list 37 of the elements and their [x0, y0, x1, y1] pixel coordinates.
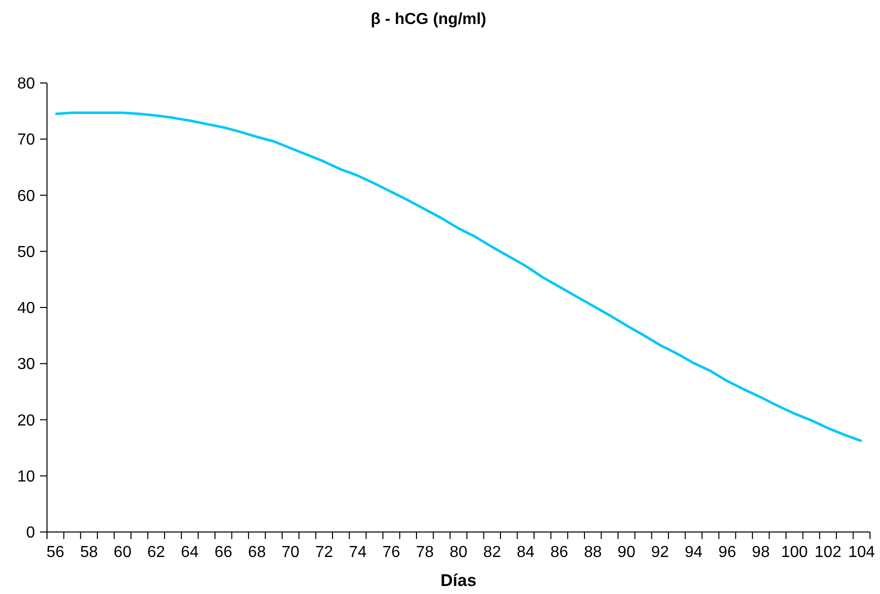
- x-tick-label: 72: [315, 544, 334, 561]
- y-tick-label: 0: [26, 524, 36, 542]
- y-tick-label: 60: [17, 188, 36, 205]
- y-tick-label: 40: [17, 300, 36, 318]
- x-tick-label: 100: [781, 544, 808, 561]
- x-tick-label: 76: [382, 544, 400, 561]
- x-tick-label: 90: [618, 544, 636, 561]
- x-tick-label: 102: [814, 544, 842, 561]
- x-tick-label: 58: [80, 544, 98, 561]
- y-tick-label: 30: [17, 356, 36, 374]
- x-tick-label: 70: [282, 544, 300, 561]
- x-tick-label: 98: [752, 544, 770, 561]
- chart-title: β - hCG (ng/ml): [370, 11, 486, 28]
- x-tick-label: 82: [483, 544, 502, 561]
- x-tick-label: 88: [584, 544, 602, 561]
- x-tick-label: 92: [651, 544, 670, 561]
- y-tick-label: 10: [17, 468, 36, 486]
- x-tick-label: 56: [46, 544, 64, 561]
- x-axis-title: Días: [440, 571, 476, 590]
- x-tick-label: 84: [516, 544, 535, 561]
- y-tick-label: 20: [17, 412, 36, 430]
- x-tick-label: 104: [848, 544, 876, 561]
- x-tick-label: 68: [248, 544, 266, 561]
- y-tick-label: 70: [17, 132, 36, 149]
- x-tick-label: 96: [718, 544, 736, 561]
- y-tick-label: 50: [17, 244, 36, 261]
- x-tick-label: 64: [180, 544, 199, 561]
- x-tick-label: 62: [147, 544, 166, 561]
- x-tick-label: 74: [348, 544, 367, 561]
- x-tick-label: 86: [550, 544, 568, 561]
- y-tick-label: 80: [17, 76, 36, 93]
- x-tick-label: 78: [416, 544, 434, 561]
- x-tick-label: 60: [114, 544, 132, 561]
- x-tick-label: 66: [214, 544, 232, 561]
- x-tick-label: 94: [684, 544, 703, 561]
- line-series: [54, 111, 863, 442]
- x-tick-label: 80: [450, 544, 468, 561]
